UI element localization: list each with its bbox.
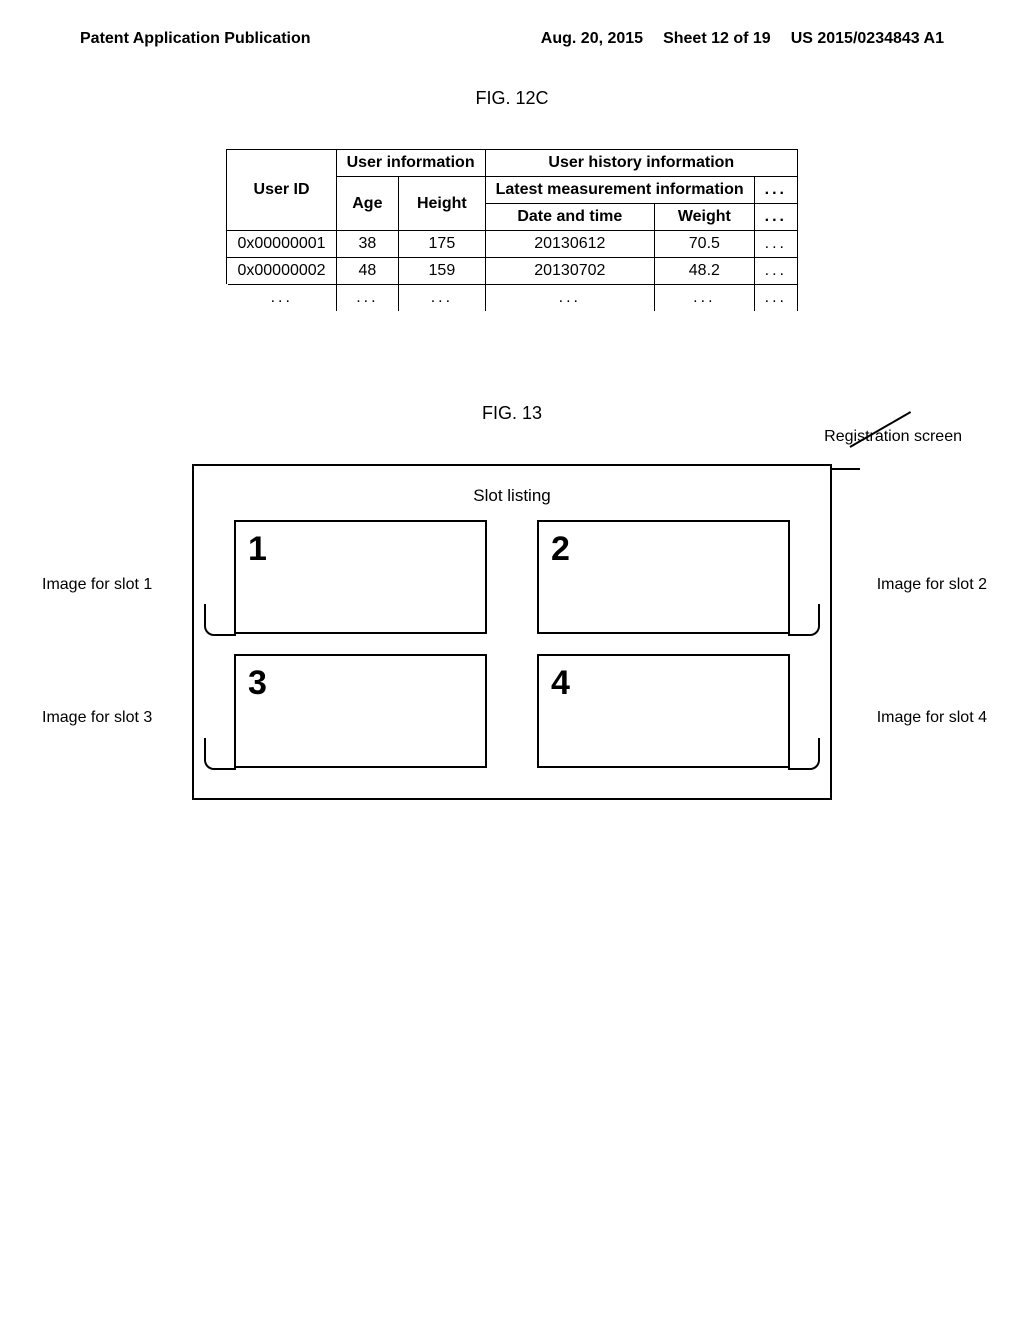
cell-wt: 70.5 (655, 231, 755, 258)
cell-height: 159 (399, 258, 485, 285)
cell-wt: 48.2 (655, 258, 755, 285)
fig13-wrapper: Registration screen Image for slot 1 Ima… (192, 464, 832, 800)
table-row: ... ... ... ... ... ... (227, 285, 798, 313)
col-weight: Weight (655, 204, 755, 231)
col-dots: ... (754, 177, 797, 204)
col-user-history: User history information (485, 150, 797, 177)
slot-4: 4 (537, 654, 790, 768)
cell-age: 38 (336, 231, 399, 258)
table-row: 0x00000002 48 159 20130702 48.2 ... (227, 258, 798, 285)
col-date-time: Date and time (485, 204, 654, 231)
slot-number: 2 (551, 530, 570, 569)
table-row: 0x00000001 38 175 20130612 70.5 ... (227, 231, 798, 258)
cell-dots: ... (754, 285, 797, 313)
slot2-label: Image for slot 2 (877, 576, 987, 594)
leader-line (830, 468, 860, 470)
leader-line (788, 604, 820, 636)
pub-date: Aug. 20, 2015 (541, 30, 643, 48)
col-height: Height (399, 177, 485, 231)
cell-id: 0x00000002 (227, 258, 336, 285)
cell-wt: ... (655, 285, 755, 313)
slot-number: 4 (551, 664, 570, 703)
slot-3: 3 (234, 654, 487, 768)
col-dots2: ... (754, 204, 797, 231)
pub-number: US 2015/0234843 A1 (791, 30, 944, 48)
page-header: Patent Application Publication Aug. 20, … (0, 0, 1024, 58)
slot-grid: 1 2 3 4 (234, 520, 790, 768)
cell-id: 0x00000001 (227, 231, 336, 258)
col-age: Age (336, 177, 399, 231)
cell-dots: ... (754, 231, 797, 258)
header-right: Aug. 20, 2015 Sheet 12 of 19 US 2015/023… (541, 30, 944, 48)
slot-2: 2 (537, 520, 790, 634)
slot-1: 1 (234, 520, 487, 634)
cell-age: ... (336, 285, 399, 313)
pub-label: Patent Application Publication (80, 30, 311, 48)
registration-screen: Slot listing 1 2 3 4 (192, 464, 832, 800)
slot-number: 3 (248, 664, 267, 703)
sheet-num: Sheet 12 of 19 (663, 30, 771, 48)
cell-age: 48 (336, 258, 399, 285)
fig12c-label: FIG. 12C (0, 88, 1024, 109)
cell-height: 175 (399, 231, 485, 258)
slot4-label: Image for slot 4 (877, 709, 987, 727)
col-user-id: User ID (227, 150, 336, 231)
cell-dt: ... (485, 285, 654, 313)
slot-number: 1 (248, 530, 267, 569)
leader-line (788, 738, 820, 770)
slot3-label: Image for slot 3 (42, 709, 152, 727)
col-latest-meas: Latest measurement information (485, 177, 754, 204)
cell-id: ... (227, 285, 336, 313)
cell-dt: 20130612 (485, 231, 654, 258)
col-user-info: User information (336, 150, 485, 177)
slot-listing-title: Slot listing (234, 486, 790, 506)
cell-height: ... (399, 285, 485, 313)
leader-line (204, 604, 236, 636)
fig13-label: FIG. 13 (0, 403, 1024, 424)
cell-dots: ... (754, 258, 797, 285)
user-table: User ID User information User history in… (226, 149, 798, 313)
leader-line (204, 738, 236, 770)
slot1-label: Image for slot 1 (42, 576, 152, 594)
reg-screen-label: Registration screen (824, 428, 962, 446)
cell-dt: 20130702 (485, 258, 654, 285)
